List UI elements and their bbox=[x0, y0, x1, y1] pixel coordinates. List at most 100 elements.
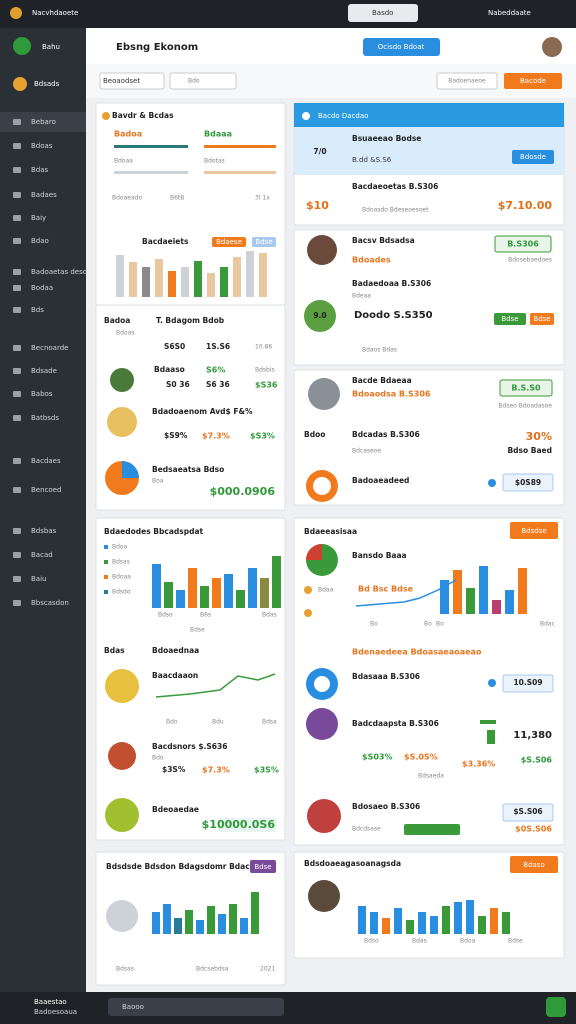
badge bbox=[499, 379, 553, 397]
button[interactable] bbox=[512, 150, 554, 164]
label: Bdaso bbox=[523, 861, 544, 869]
pie-icon bbox=[307, 799, 341, 833]
chart-bar bbox=[502, 912, 510, 934]
filter-button[interactable] bbox=[436, 72, 498, 90]
sidebar-item[interactable]: Bacad bbox=[31, 551, 53, 559]
sidebar-item[interactable]: Bodaa bbox=[31, 284, 53, 292]
sidebar-item[interactable]: Baiy bbox=[31, 214, 46, 222]
label: Bdso bbox=[158, 612, 173, 619]
label: 10.86 bbox=[255, 344, 272, 351]
label: Bdoaa bbox=[114, 158, 133, 165]
sidebar-item[interactable]: Bdsade bbox=[31, 367, 57, 375]
chart-bar bbox=[224, 574, 233, 608]
progress bbox=[204, 145, 276, 148]
label: $3S% bbox=[162, 765, 186, 774]
pie-slice bbox=[122, 461, 139, 478]
chart-bar bbox=[272, 556, 281, 608]
chart-bar bbox=[259, 253, 267, 297]
sidebar-item[interactable]: Becnoarde bbox=[31, 344, 68, 352]
label: Bsuaeeao Bodse bbox=[352, 134, 421, 143]
chart-bar bbox=[479, 566, 488, 614]
chart-bar bbox=[155, 259, 163, 297]
label: $0S89 bbox=[515, 478, 541, 487]
amount-box bbox=[502, 674, 554, 693]
label: Bdse bbox=[501, 315, 518, 323]
label: Bdsas bbox=[112, 559, 130, 566]
label: Bdaaso bbox=[154, 365, 185, 374]
chart-bar bbox=[185, 910, 193, 934]
chart-bar bbox=[518, 568, 527, 614]
sidebar-item[interactable]: Batbsds bbox=[31, 414, 59, 422]
sidebar-item[interactable]: Baiu bbox=[31, 575, 46, 583]
sidebar-item[interactable]: Babos bbox=[31, 390, 53, 398]
label: B6tB bbox=[170, 195, 184, 202]
button[interactable] bbox=[510, 522, 558, 539]
label: Bavdr & Bcdas bbox=[112, 111, 174, 120]
chart-bar bbox=[478, 916, 486, 934]
page-title: Ebsng Ekonom bbox=[116, 42, 198, 53]
chart-bar bbox=[212, 578, 221, 608]
label: $7.3% bbox=[202, 432, 230, 441]
sidebar-item[interactable]: Bdao bbox=[31, 237, 49, 245]
food-icon bbox=[110, 368, 134, 392]
search-box[interactable] bbox=[348, 4, 418, 22]
button[interactable] bbox=[510, 856, 558, 873]
label: Bdseo Bdoadasoe bbox=[498, 403, 552, 410]
card bbox=[95, 304, 286, 511]
button-text: Ocisdo Bdoat bbox=[378, 43, 425, 51]
label: Bdac bbox=[540, 621, 555, 628]
sidebar-icon bbox=[13, 77, 27, 91]
sidebar-item[interactable]: Badoaetas desd bbox=[31, 268, 87, 276]
sidebar-item[interactable]: Bebaro bbox=[31, 118, 56, 126]
action-button[interactable] bbox=[504, 73, 562, 89]
badge-icon bbox=[105, 798, 139, 832]
bottom-search-text: Baooo bbox=[122, 1003, 144, 1011]
search-input[interactable] bbox=[169, 72, 237, 90]
sidebar-item[interactable]: Bdoas bbox=[31, 142, 53, 150]
chart-bar bbox=[168, 271, 176, 297]
sidebar-item[interactable]: Badaes bbox=[31, 191, 57, 199]
label: Bacdaeoetas B.S306 bbox=[352, 182, 438, 191]
label: Bdas bbox=[262, 612, 277, 619]
sidebar-item[interactable]: Bencoed bbox=[31, 486, 61, 494]
label: B.S306 bbox=[507, 240, 539, 249]
sidebar-item[interactable]: Bbscasdon bbox=[31, 599, 69, 607]
label: Bdoades bbox=[352, 256, 391, 265]
legend-swatch bbox=[104, 590, 108, 594]
progress bbox=[204, 171, 276, 174]
sidebar-item[interactable]: Bdas bbox=[31, 166, 49, 174]
select[interactable] bbox=[99, 72, 165, 90]
sidebar-icon bbox=[13, 167, 21, 173]
bottom-icon bbox=[546, 997, 566, 1017]
chart-bar bbox=[174, 918, 182, 934]
label: Bo bbox=[370, 621, 378, 628]
fruit-icon bbox=[304, 300, 336, 332]
label: $000.0906 bbox=[210, 485, 276, 498]
chart-bar bbox=[176, 590, 185, 608]
sidebar-item[interactable]: Bdsbas bbox=[31, 527, 57, 535]
bottom-search[interactable] bbox=[108, 998, 284, 1016]
header-button[interactable] bbox=[363, 38, 440, 56]
chart-bar bbox=[466, 900, 474, 934]
ring-hole bbox=[314, 676, 330, 692]
active-item bbox=[0, 112, 86, 132]
filter-text: Badoenaeoe bbox=[448, 78, 486, 85]
label: $10 bbox=[306, 199, 329, 212]
sidebar-icon bbox=[13, 192, 21, 198]
chart-bar bbox=[207, 273, 215, 297]
label: S6 36 bbox=[206, 380, 230, 389]
legend-swatch bbox=[104, 545, 108, 549]
sidebar-item[interactable]: Bds bbox=[31, 306, 44, 314]
label: Bdosde bbox=[520, 153, 546, 161]
search-text: Basdo bbox=[372, 9, 393, 17]
chart-bar bbox=[229, 904, 237, 934]
label: Bacdsnors $.S636 bbox=[152, 742, 227, 751]
sidebar-item[interactable]: Bacdaes bbox=[31, 457, 61, 465]
label: Bdo bbox=[152, 755, 164, 762]
sidebar-icon bbox=[13, 238, 21, 244]
label: Bdoo bbox=[304, 430, 325, 439]
label: T. Bdagom Bdob bbox=[156, 316, 225, 325]
chart-bar bbox=[196, 920, 204, 934]
label: Bdsa bbox=[262, 719, 277, 726]
